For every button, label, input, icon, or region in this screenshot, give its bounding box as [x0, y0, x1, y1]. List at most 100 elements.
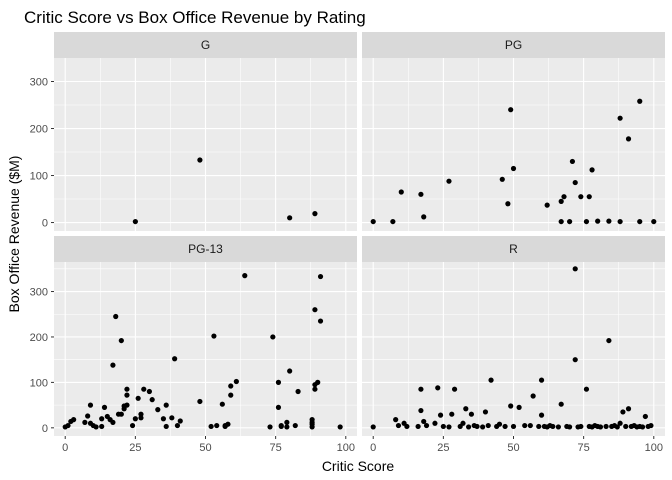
y-tick-label: 300: [30, 77, 48, 89]
data-point: [275, 404, 282, 410]
data-point: [337, 424, 343, 430]
data-point: [536, 423, 542, 430]
data-point: [163, 402, 169, 408]
facet-strip-label: R: [509, 242, 518, 256]
data-point: [530, 393, 536, 399]
data-point: [544, 202, 550, 208]
data-point: [505, 201, 511, 207]
data-point: [423, 422, 430, 429]
data-point: [527, 422, 533, 429]
data-point: [617, 218, 623, 225]
data-point: [275, 379, 282, 385]
data-point: [421, 418, 427, 425]
facet-strip: [362, 32, 665, 58]
data-point: [620, 409, 626, 415]
data-point: [177, 418, 183, 424]
data-point: [617, 420, 623, 426]
data-point: [589, 167, 595, 173]
data-point: [135, 395, 141, 401]
data-point: [242, 273, 248, 279]
data-point: [508, 403, 514, 409]
data-point: [446, 178, 452, 184]
data-point: [85, 413, 91, 419]
data-point: [132, 218, 138, 225]
data-point: [421, 214, 427, 220]
data-point: [155, 407, 161, 413]
data-point: [149, 397, 155, 403]
y-axis-title: Box Office Revenue ($M): [6, 156, 22, 313]
data-point: [370, 218, 376, 225]
data-point: [228, 392, 234, 398]
data-point: [460, 420, 466, 426]
data-point: [606, 337, 612, 344]
data-point: [561, 194, 567, 200]
data-point: [315, 379, 321, 385]
data-point: [292, 422, 298, 429]
data-point: [639, 424, 646, 430]
data-point: [440, 423, 446, 430]
data-point: [211, 333, 217, 339]
data-point: [415, 423, 421, 430]
data-point: [578, 423, 584, 430]
data-point: [418, 386, 424, 392]
data-point: [482, 409, 489, 415]
data-point: [228, 383, 234, 389]
data-point: [287, 368, 293, 374]
y-tick-label: 200: [30, 332, 48, 344]
x-tick-label: 25: [129, 442, 141, 454]
data-point: [625, 136, 632, 142]
data-point: [284, 419, 290, 425]
data-point: [219, 401, 225, 407]
data-point: [309, 417, 315, 423]
facet-panel-pg-13: PG-13 0 100 200 300 0 25 50 75 100: [30, 236, 357, 454]
data-point: [174, 422, 181, 429]
data-point: [390, 218, 396, 225]
data-point: [267, 424, 273, 430]
data-point: [370, 424, 376, 430]
data-point: [118, 337, 124, 344]
y-tick-label: 300: [30, 287, 48, 299]
data-point: [558, 218, 564, 225]
x-tick-label: 0: [62, 442, 68, 454]
data-point: [432, 420, 438, 426]
data-point: [404, 423, 410, 430]
data-point: [480, 424, 486, 430]
y-tick-label: 100: [30, 171, 48, 183]
y-tick-label: 0: [42, 218, 48, 230]
data-point: [287, 215, 293, 221]
data-point: [637, 218, 643, 225]
data-point: [398, 189, 404, 195]
data-point: [99, 416, 105, 422]
data-point: [516, 404, 522, 410]
data-point: [312, 211, 318, 217]
data-point: [583, 218, 590, 225]
data-point: [558, 401, 564, 407]
data-point: [225, 421, 231, 427]
data-point: [132, 416, 138, 422]
data-point: [172, 356, 178, 362]
facet-panels: G 0 100 200 300 PG PG-13 0 100 200 300 0 25 50 75 100 R 0…: [30, 32, 665, 454]
x-tick-label: 100: [337, 442, 355, 454]
data-point: [586, 194, 592, 200]
data-point: [614, 424, 620, 430]
data-point: [606, 218, 612, 224]
data-point: [522, 422, 528, 429]
x-tick-label: 100: [645, 442, 663, 454]
data-point: [197, 398, 203, 405]
data-point: [648, 422, 654, 429]
facet-panel-r: R 0 25 50 75 100: [362, 236, 665, 454]
data-point: [508, 107, 514, 113]
data-point: [163, 423, 169, 430]
data-point: [466, 424, 472, 430]
data-point: [567, 424, 573, 430]
data-point: [93, 424, 99, 430]
y-tick-label: 200: [30, 124, 48, 136]
data-point: [578, 194, 584, 200]
data-point: [572, 179, 578, 186]
data-point: [625, 406, 632, 412]
data-point: [312, 307, 318, 313]
data-point: [567, 218, 573, 225]
x-tick-label: 50: [507, 442, 519, 454]
data-point: [617, 115, 623, 121]
